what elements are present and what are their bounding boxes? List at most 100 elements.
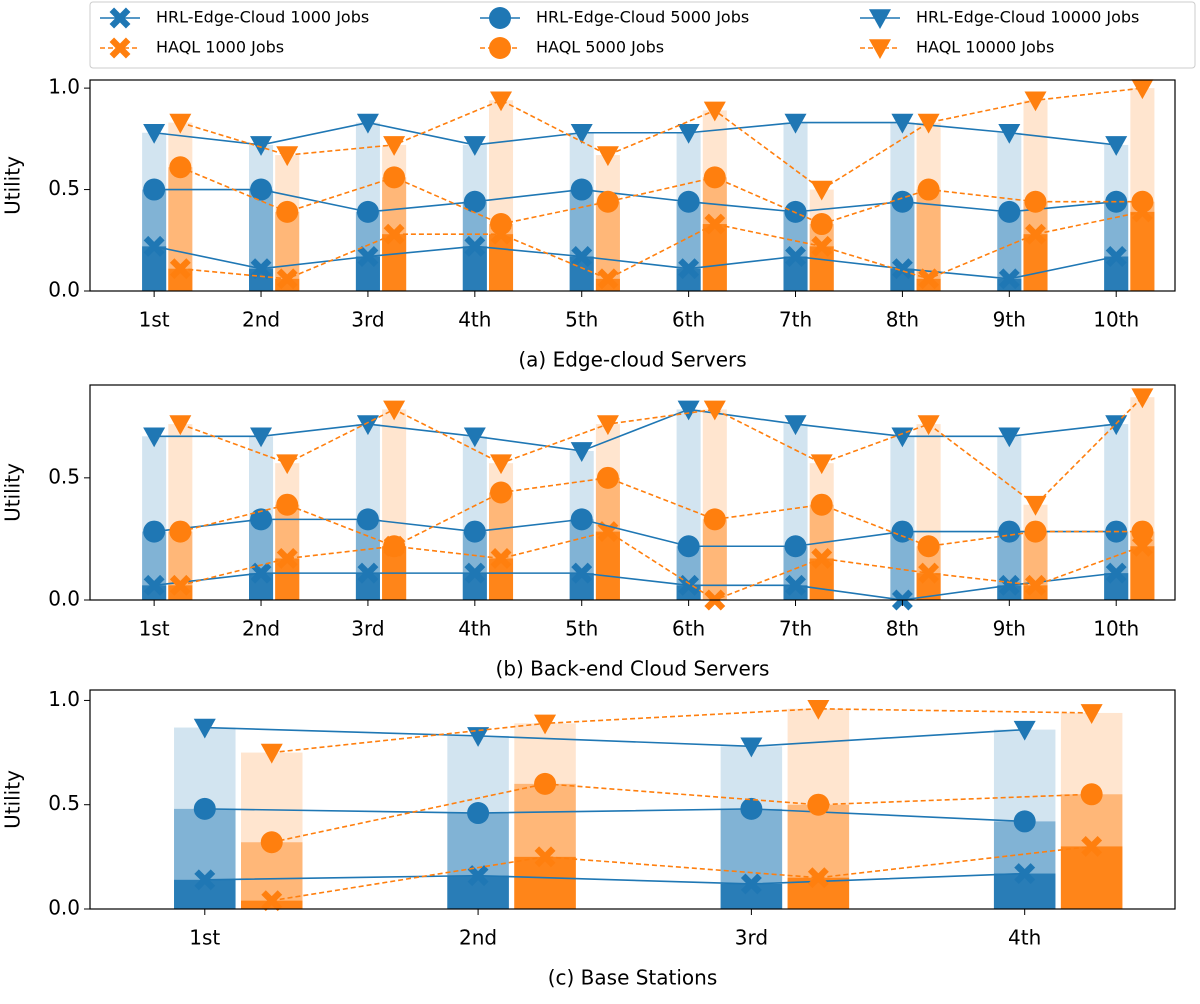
axes-frame	[89, 79, 1176, 292]
marker	[169, 258, 191, 280]
marker	[250, 178, 273, 201]
marker	[784, 535, 807, 558]
x-tick-label: 1st	[139, 617, 170, 641]
marker	[383, 400, 406, 421]
marker	[490, 548, 512, 569]
x-tick-label: 9th	[993, 617, 1026, 641]
marker	[784, 415, 807, 436]
marker	[490, 91, 513, 112]
marker	[169, 113, 192, 134]
marker	[570, 178, 593, 201]
marker	[1105, 136, 1128, 156]
y-tick-label: 0.5	[48, 791, 80, 815]
marker	[467, 727, 490, 747]
marker	[571, 562, 593, 584]
x-tick-label: 7th	[779, 617, 812, 641]
marker	[677, 535, 700, 558]
marker	[891, 190, 914, 213]
marker	[677, 190, 700, 213]
bar	[916, 122, 941, 291]
marker	[678, 574, 700, 596]
marker	[276, 268, 298, 290]
bar	[1130, 211, 1155, 291]
marker	[1105, 562, 1127, 584]
bar	[702, 224, 727, 291]
x-tick-label: 3rd	[351, 308, 384, 332]
y-tick-label: 0.5	[48, 176, 80, 200]
marker	[276, 454, 299, 475]
marker	[596, 190, 619, 213]
series-line	[271, 845, 1092, 902]
x-tick-label: 8th	[886, 308, 919, 332]
legend-label: HRL-Edge-Cloud 10000 Jobs	[916, 8, 1139, 27]
marker	[169, 520, 192, 543]
marker	[169, 156, 192, 179]
marker	[998, 520, 1021, 543]
legend: HRL-Edge-Cloud 1000 Jobs HAQL 1000 Jobs HR…	[100, 7, 1139, 59]
y-axis-label: Utility	[1, 156, 25, 215]
bar	[240, 752, 303, 909]
marker	[869, 39, 891, 59]
bar	[174, 879, 236, 909]
marker	[357, 562, 379, 584]
marker	[703, 400, 726, 421]
marker	[704, 213, 726, 235]
marker	[785, 574, 806, 596]
marker	[917, 535, 940, 558]
bar	[488, 234, 514, 291]
marker	[383, 535, 406, 558]
bar	[168, 424, 193, 600]
y-axis-label: Utility	[1, 463, 25, 522]
marker	[1024, 91, 1047, 112]
marker	[1024, 495, 1047, 516]
y-axis-label: Utility	[1, 770, 25, 829]
y-tick-label: 0.0	[48, 587, 80, 611]
marker	[917, 415, 940, 436]
y-tick-label: 0.0	[48, 278, 80, 302]
bar	[142, 436, 167, 600]
marker	[109, 7, 131, 29]
bar	[595, 155, 620, 291]
marker	[143, 427, 166, 448]
marker	[490, 213, 513, 236]
marker	[143, 520, 166, 543]
marker	[677, 123, 700, 144]
bar	[1060, 846, 1123, 909]
marker	[169, 415, 192, 436]
marker	[276, 200, 299, 223]
series-line	[271, 783, 1092, 844]
bar	[702, 519, 727, 600]
x-tick-label: 9th	[993, 308, 1026, 332]
bar	[1023, 234, 1048, 291]
marker	[1131, 388, 1154, 409]
series-line	[180, 396, 1143, 506]
marker	[383, 223, 405, 245]
x-tick-label: 5th	[565, 308, 598, 332]
x-tick-label: 6th	[672, 308, 705, 332]
marker	[918, 268, 940, 290]
series-line	[204, 808, 1025, 823]
legend-box	[89, 1, 1196, 69]
bar	[275, 155, 300, 291]
marker	[740, 797, 763, 820]
marker	[998, 268, 1020, 290]
x-tick-label: 4th	[458, 308, 491, 332]
marker	[998, 123, 1021, 144]
marker	[490, 481, 513, 504]
series-line	[204, 726, 1025, 748]
marker	[807, 867, 829, 889]
x-tick-label: 10th	[1093, 617, 1139, 641]
x-tick-label: 2nd	[459, 926, 497, 950]
bar	[382, 234, 407, 291]
bar	[702, 409, 727, 600]
series-line	[153, 245, 1117, 280]
legend-label: HRL-Edge-Cloud 1000 Jobs	[156, 8, 369, 27]
marker	[1024, 520, 1047, 543]
bar	[676, 409, 701, 600]
legend-label: HAQL 1000 Jobs	[156, 38, 284, 57]
series-line	[180, 211, 1143, 280]
marker	[811, 235, 833, 257]
marker	[678, 258, 700, 280]
x-tick-label: 5th	[565, 617, 598, 641]
marker	[1131, 520, 1154, 543]
